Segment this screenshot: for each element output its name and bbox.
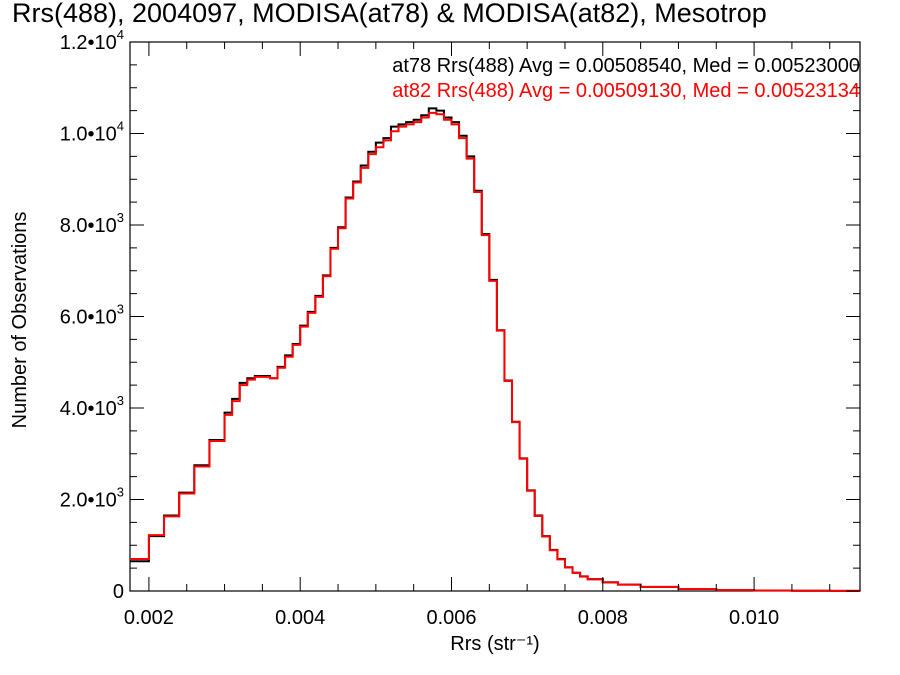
annotation-at82: at82 Rrs(488) Avg = 0.00509130, Med = 0.… xyxy=(392,80,860,102)
annotation-at78: at78 Rrs(488) Avg = 0.00508540, Med = 0.… xyxy=(392,55,860,77)
y-tick-mantissa: 0 xyxy=(113,581,124,603)
x-tick-label: 0.010 xyxy=(729,607,779,629)
y-tick-label: 1.0•104 xyxy=(60,119,124,146)
y-axis-label: Number of Observations xyxy=(9,212,31,429)
y-tick-mantissa: 2.0•10 xyxy=(60,490,117,512)
y-tick-label: 0 xyxy=(113,581,124,603)
y-tick-mantissa: 6.0•10 xyxy=(60,307,117,329)
y-axis: 02.0•1034.0•1036.0•1038.0•1031.0•1041.2•… xyxy=(60,27,860,603)
series-line-at82 xyxy=(130,111,861,592)
y-tick-exponent: 4 xyxy=(117,119,124,134)
y-tick-exponent: 3 xyxy=(117,210,124,225)
y-tick-mantissa: 1.0•10 xyxy=(60,124,117,146)
y-tick-mantissa: 4.0•10 xyxy=(60,398,117,420)
x-axis: 0.002 0.004 0.006 0.008 0.010 xyxy=(124,42,831,629)
y-tick-label: 8.0•103 xyxy=(60,210,124,237)
y-tick-mantissa: 8.0•10 xyxy=(60,215,117,237)
series-layer xyxy=(130,107,861,592)
x-axis-label: Rrs (str⁻¹) xyxy=(450,633,539,655)
y-tick-mantissa: 1.2•10 xyxy=(60,32,117,54)
y-tick-exponent: 4 xyxy=(117,27,124,42)
chart-title: Rrs(488), 2004097, MODISA(at78) & MODISA… xyxy=(12,0,767,28)
x-tick-label: 0.008 xyxy=(578,607,628,629)
y-tick-exponent: 3 xyxy=(117,302,124,317)
y-tick-label: 4.0•103 xyxy=(60,393,124,420)
y-tick-exponent: 3 xyxy=(117,485,124,500)
y-tick-exponent: 3 xyxy=(117,393,124,408)
x-tick-label: 0.006 xyxy=(426,607,476,629)
y-tick-label: 1.2•104 xyxy=(60,27,124,54)
plot-border xyxy=(129,41,861,592)
x-tick-label: 0.004 xyxy=(275,607,325,629)
y-tick-label: 2.0•103 xyxy=(60,485,124,512)
x-tick-label: 0.002 xyxy=(124,607,174,629)
plot-frame xyxy=(129,41,861,592)
series-line-at78 xyxy=(130,107,861,592)
y-tick-label: 6.0•103 xyxy=(60,302,124,329)
